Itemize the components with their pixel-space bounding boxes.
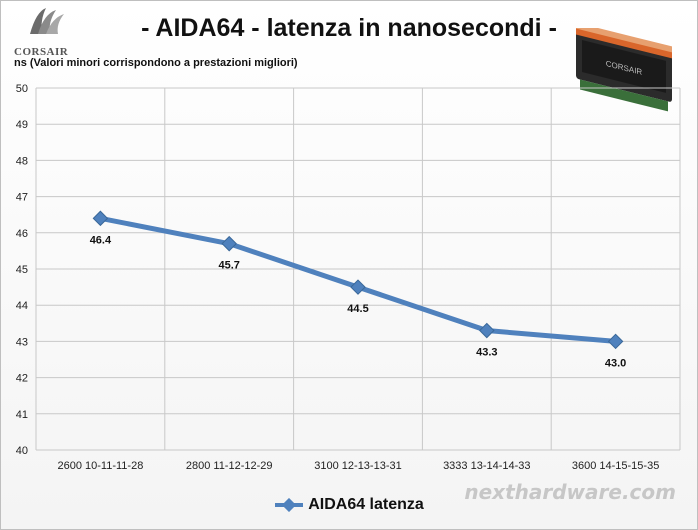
y-tick-label: 42 [16,373,28,385]
data-point [221,235,237,252]
y-tick-label: 43 [16,336,28,348]
y-tick-label: 49 [16,119,28,131]
brand-name: CORSAIR [14,46,69,58]
data-point [350,279,366,295]
data-label: 46.4 [90,234,112,246]
legend-marker [275,498,304,512]
ram-module-image: CORSAIR [566,22,682,121]
y-tick-label: 41 [16,409,28,421]
y-tick-label: 47 [16,192,28,204]
x-tick-label: 3600 14-15-15-35 [572,460,659,472]
y-tick-label: 44 [16,300,28,312]
grid-lines [35,87,681,451]
legend: AIDA64 latenza [0,496,698,517]
y-tick-label: 48 [16,155,28,167]
x-tick-label: 2600 10-11-11-28 [57,460,143,472]
data-label: 43.3 [476,347,497,359]
data-label: 45.7 [218,260,239,272]
legend-label: AIDA64 latenza [308,496,424,513]
y-tick-label: 40 [16,445,28,457]
x-tick-label: 3100 12-13-13-31 [314,460,401,472]
y-tick-label: 50 [16,83,28,95]
data-label: 44.5 [347,303,368,315]
data-point [479,322,495,339]
corsair-logo [26,4,66,49]
x-tick-label: 2800 11-12-12-29 [186,460,273,472]
data-label: 43.0 [605,357,626,369]
y-tick-label: 45 [16,264,28,276]
chart-title: - AIDA64 - latenza in nanosecondi - [141,14,557,42]
x-tick-label: 3333 13-14-14-33 [443,460,530,472]
y-axis-ticks: 40 41 42 43 44 45 46 47 48 49 50 [16,83,28,457]
watermark: nexthardware.com [464,480,676,504]
x-axis-ticks: 2600 10-11-11-28 2800 11-12-12-29 3100 12-… [57,460,659,472]
series-layer: 46.4 45.7 44.5 43.3 43.0 [90,210,626,369]
unit-note: ns (Valori minori corrispondono a presta… [14,57,298,69]
data-point [607,333,624,350]
y-tick-label: 46 [16,228,28,240]
data-point [92,210,109,227]
